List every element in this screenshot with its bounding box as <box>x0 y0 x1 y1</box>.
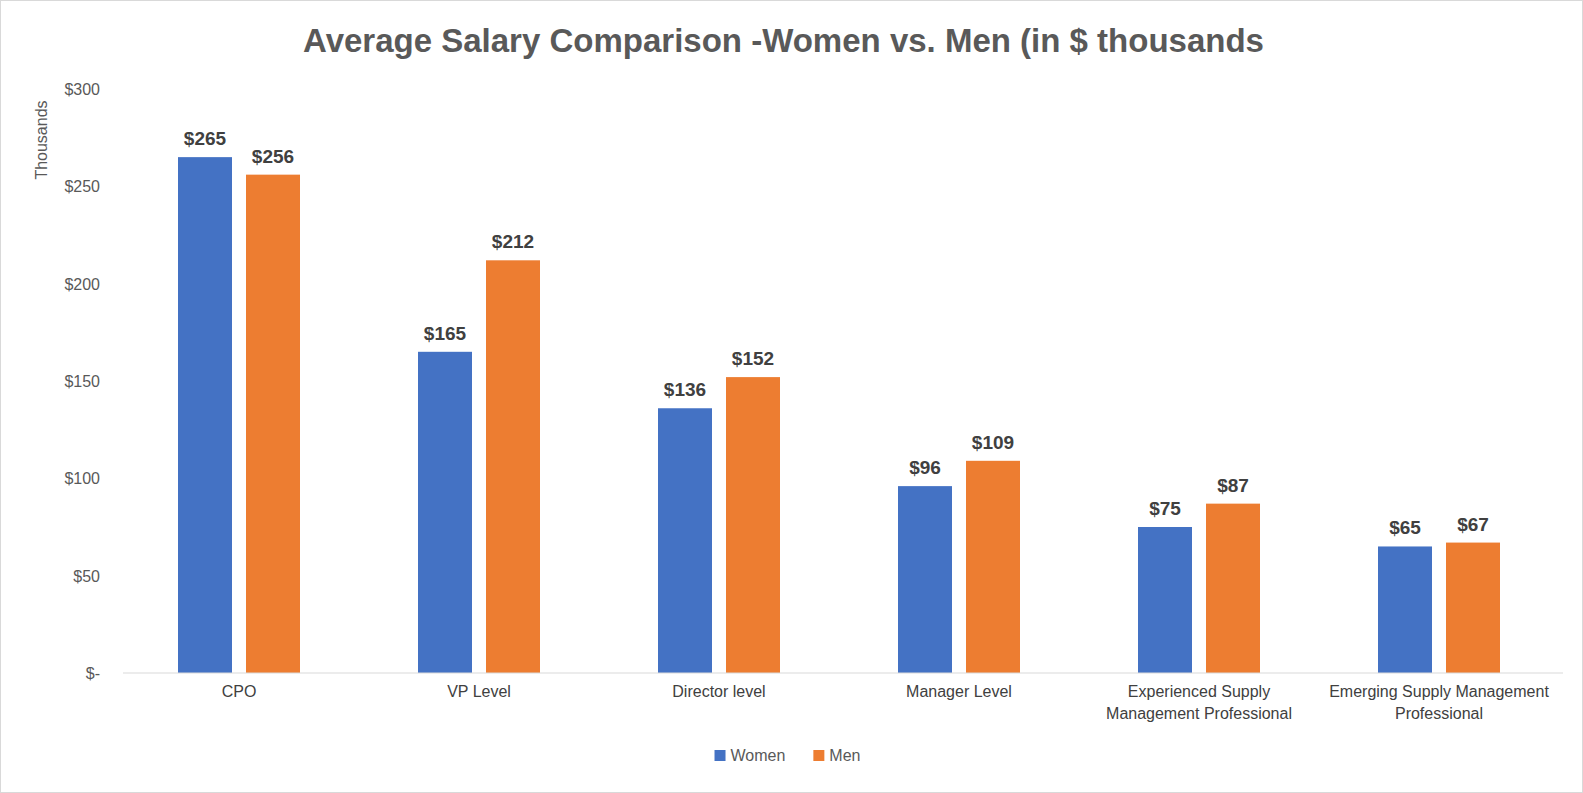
bar <box>658 408 712 673</box>
bar <box>178 157 232 673</box>
x-tick-line: Professional <box>1395 705 1483 722</box>
x-tick-label: Emerging Supply Management Professional <box>1329 683 1549 722</box>
x-tick-line: CPO <box>222 683 257 700</box>
bar <box>898 486 952 673</box>
title: Average Salary Comparison -Women vs. Men… <box>303 22 1264 59</box>
x-tick-label: Manager Level <box>906 683 1012 700</box>
bar <box>966 461 1020 673</box>
y-tick-label: $50 <box>73 568 100 585</box>
x-tick-line: Manager Level <box>906 683 1012 700</box>
x-tick-line: Emerging Supply Management <box>1329 683 1549 700</box>
chart-frame <box>1 1 1583 793</box>
bar <box>246 175 300 673</box>
y-tick-label: $250 <box>64 178 100 195</box>
data-label: $109 <box>972 432 1014 453</box>
data-label: $75 <box>1149 498 1181 519</box>
legend-label: Women <box>731 747 786 764</box>
data-label: $67 <box>1457 514 1489 535</box>
bar <box>486 260 540 673</box>
bar <box>1446 543 1500 673</box>
y-tick-label: $100 <box>64 470 100 487</box>
y-tick-label: $150 <box>64 373 100 390</box>
x-tick-line: Experienced Supply <box>1128 683 1270 700</box>
legend: Women Men <box>715 747 861 764</box>
legend-label: Men <box>829 747 860 764</box>
bar <box>418 352 472 673</box>
bar <box>1138 527 1192 673</box>
y-axis-label: Thousands <box>33 100 50 179</box>
chart: Average Salary Comparison -Women vs. Men… <box>0 0 1583 793</box>
bar <box>1206 504 1260 673</box>
x-tick-label: CPO <box>222 683 257 700</box>
data-label: $65 <box>1389 517 1421 538</box>
y-tick-label: $300 <box>64 81 100 98</box>
x-tick-label: Experienced Supply Management Professiona… <box>1106 683 1292 722</box>
x-tick-label: VP Level <box>447 683 511 700</box>
data-label: $165 <box>424 323 467 344</box>
x-tick-label: Director level <box>672 683 765 700</box>
data-label: $212 <box>492 231 534 252</box>
x-tick-line: Management Professional <box>1106 705 1292 722</box>
data-label: $87 <box>1217 475 1249 496</box>
data-label: $96 <box>909 457 941 478</box>
bars <box>178 157 1500 673</box>
data-label: $136 <box>664 379 706 400</box>
data-label: $152 <box>732 348 774 369</box>
y-tick-label: $200 <box>64 276 100 293</box>
data-label: $256 <box>252 146 294 167</box>
y-tick-label: $- <box>86 665 100 682</box>
bar <box>1378 546 1432 673</box>
legend-swatch <box>715 750 726 761</box>
x-tick-line: VP Level <box>447 683 511 700</box>
legend-swatch <box>813 750 824 761</box>
x-tick-line: Director level <box>672 683 765 700</box>
data-label: $265 <box>184 128 227 149</box>
x-axis-line <box>123 672 1563 673</box>
bar <box>726 377 780 673</box>
